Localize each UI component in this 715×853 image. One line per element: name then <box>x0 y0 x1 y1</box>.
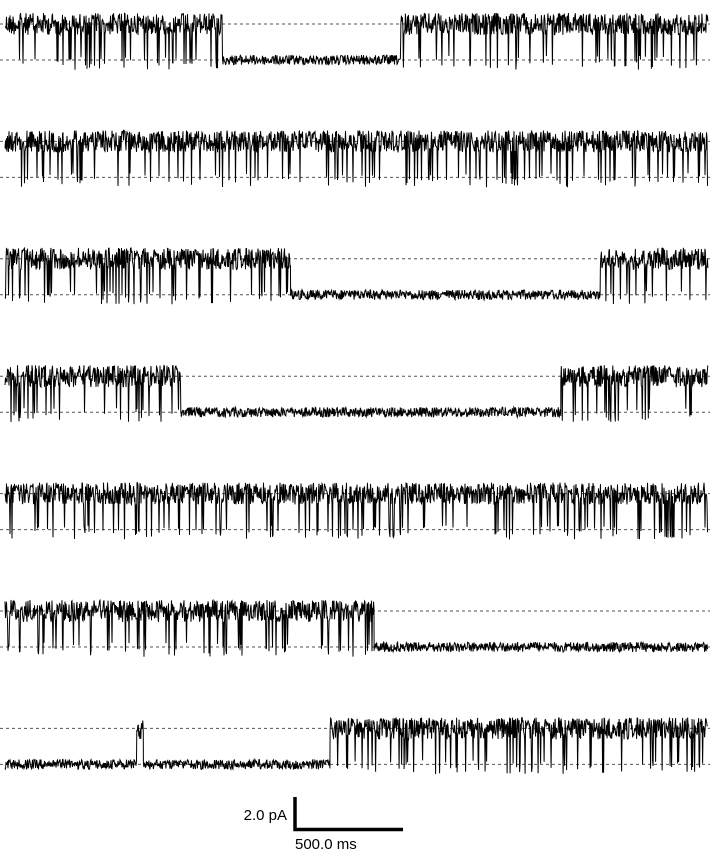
scale-bar: 2.0 pA 500.0 ms <box>244 797 403 853</box>
current-trace <box>4 716 708 775</box>
current-trace <box>4 12 709 70</box>
trace-5 <box>0 482 710 540</box>
trace-4 <box>0 364 710 423</box>
scale-bar-current-label: 2.0 pA <box>244 807 287 824</box>
current-trace <box>4 364 709 423</box>
trace-6 <box>0 598 710 657</box>
trace-1 <box>0 12 710 70</box>
trace-2 <box>0 129 710 188</box>
current-trace <box>4 246 709 305</box>
trace-3 <box>0 246 710 305</box>
scale-bar-time-label: 500.0 ms <box>295 836 357 853</box>
current-trace <box>4 598 709 657</box>
traces <box>0 12 710 775</box>
current-trace <box>4 129 708 188</box>
trace-7 <box>0 716 710 775</box>
current-trace <box>4 482 708 540</box>
